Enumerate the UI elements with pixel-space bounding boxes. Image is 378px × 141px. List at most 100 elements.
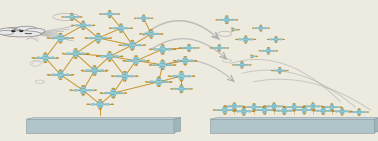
Circle shape xyxy=(297,106,301,108)
Circle shape xyxy=(262,111,267,113)
Circle shape xyxy=(180,71,183,72)
Circle shape xyxy=(119,25,123,27)
Circle shape xyxy=(105,103,110,105)
Circle shape xyxy=(150,37,153,38)
Circle shape xyxy=(222,47,226,49)
Circle shape xyxy=(81,92,86,94)
Circle shape xyxy=(177,75,186,78)
Circle shape xyxy=(161,69,164,70)
Circle shape xyxy=(92,72,97,74)
Circle shape xyxy=(87,25,91,26)
Circle shape xyxy=(71,25,74,26)
Circle shape xyxy=(184,64,187,65)
Circle shape xyxy=(288,110,292,112)
Circle shape xyxy=(58,34,63,36)
Circle shape xyxy=(108,10,111,11)
Circle shape xyxy=(224,106,226,107)
Circle shape xyxy=(240,110,247,113)
Circle shape xyxy=(322,107,324,108)
Circle shape xyxy=(158,48,167,51)
Circle shape xyxy=(111,104,114,105)
Circle shape xyxy=(155,80,163,83)
Circle shape xyxy=(125,27,129,29)
Circle shape xyxy=(291,106,297,108)
Circle shape xyxy=(119,45,122,46)
Circle shape xyxy=(111,95,116,97)
Circle shape xyxy=(287,106,291,108)
Circle shape xyxy=(179,72,184,74)
Circle shape xyxy=(82,85,85,86)
Circle shape xyxy=(259,26,262,27)
Circle shape xyxy=(132,59,140,62)
Circle shape xyxy=(302,111,307,113)
Circle shape xyxy=(341,114,343,115)
Circle shape xyxy=(12,31,15,32)
Circle shape xyxy=(181,59,189,62)
Circle shape xyxy=(142,19,146,21)
Polygon shape xyxy=(26,119,174,133)
Circle shape xyxy=(121,75,129,78)
Polygon shape xyxy=(374,118,378,133)
Circle shape xyxy=(113,13,117,15)
Circle shape xyxy=(79,89,87,92)
Circle shape xyxy=(216,109,221,111)
Circle shape xyxy=(249,64,251,65)
Circle shape xyxy=(349,112,352,113)
Circle shape xyxy=(96,56,99,57)
Circle shape xyxy=(96,40,101,42)
Circle shape xyxy=(321,108,325,109)
Circle shape xyxy=(217,45,221,47)
Circle shape xyxy=(163,81,168,83)
Circle shape xyxy=(335,111,339,112)
Circle shape xyxy=(184,56,187,57)
Circle shape xyxy=(66,53,71,55)
Circle shape xyxy=(80,53,85,55)
Circle shape xyxy=(43,54,48,56)
Circle shape xyxy=(150,29,153,30)
Circle shape xyxy=(322,107,324,108)
Circle shape xyxy=(143,15,145,16)
Circle shape xyxy=(293,103,295,104)
Circle shape xyxy=(173,60,176,61)
Circle shape xyxy=(243,107,246,108)
Circle shape xyxy=(263,106,266,107)
Polygon shape xyxy=(26,118,181,119)
Circle shape xyxy=(221,109,229,111)
Circle shape xyxy=(262,50,265,51)
Circle shape xyxy=(145,81,148,82)
Circle shape xyxy=(325,106,328,108)
Circle shape xyxy=(94,90,97,91)
Circle shape xyxy=(243,107,245,108)
Circle shape xyxy=(174,88,178,90)
Circle shape xyxy=(99,108,102,109)
Circle shape xyxy=(122,78,127,80)
Circle shape xyxy=(178,88,185,90)
Circle shape xyxy=(367,112,369,113)
Circle shape xyxy=(100,92,103,94)
Circle shape xyxy=(187,45,191,47)
Polygon shape xyxy=(210,118,378,119)
Circle shape xyxy=(186,75,191,77)
Circle shape xyxy=(311,104,315,105)
Ellipse shape xyxy=(2,31,41,37)
Circle shape xyxy=(167,48,172,50)
Circle shape xyxy=(238,106,242,107)
Circle shape xyxy=(352,111,356,113)
Circle shape xyxy=(240,66,244,67)
Circle shape xyxy=(223,105,226,107)
Circle shape xyxy=(74,58,77,59)
Circle shape xyxy=(260,25,262,26)
Circle shape xyxy=(51,37,56,39)
Circle shape xyxy=(303,106,305,107)
Circle shape xyxy=(161,44,164,45)
Circle shape xyxy=(313,109,316,111)
Circle shape xyxy=(278,72,281,73)
Circle shape xyxy=(149,31,153,32)
Circle shape xyxy=(79,24,87,27)
Circle shape xyxy=(91,103,96,105)
Circle shape xyxy=(157,77,160,78)
Circle shape xyxy=(231,105,237,108)
Circle shape xyxy=(296,109,301,111)
Circle shape xyxy=(279,67,281,68)
Circle shape xyxy=(252,28,254,29)
